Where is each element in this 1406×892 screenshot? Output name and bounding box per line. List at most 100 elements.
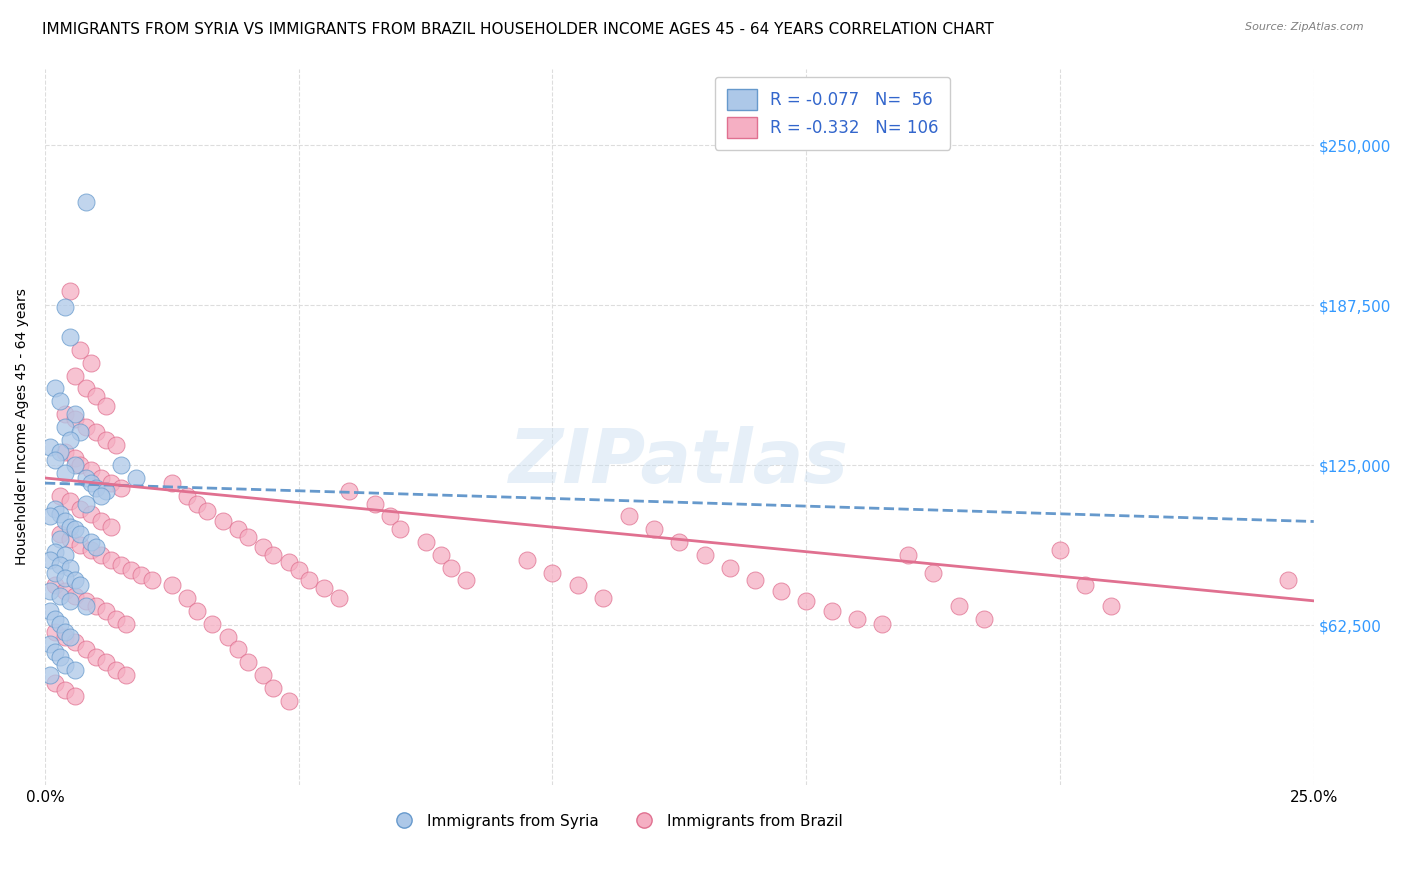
Point: [44, 612, 66, 626]
Point: [252, 668, 274, 682]
Point: [90, 471, 112, 485]
Point: [65, 689, 87, 703]
Point: [75, 471, 97, 485]
Point: [39, 604, 62, 618]
Point: [59, 330, 82, 344]
Point: [84, 599, 107, 613]
Point: [872, 616, 894, 631]
Point: [49, 589, 72, 603]
Point: [252, 540, 274, 554]
Point: [195, 504, 218, 518]
Point: [846, 612, 869, 626]
Point: [44, 624, 66, 639]
Point: [226, 642, 249, 657]
Point: [49, 533, 72, 547]
Point: [820, 604, 842, 618]
Point: [49, 445, 72, 459]
Point: [49, 616, 72, 631]
Point: [65, 407, 87, 421]
Point: [75, 419, 97, 434]
Point: [53, 407, 76, 421]
Point: [84, 540, 107, 554]
Point: [39, 509, 62, 524]
Point: [541, 566, 564, 580]
Point: [75, 642, 97, 657]
Point: [53, 548, 76, 562]
Point: [44, 501, 66, 516]
Point: [897, 548, 920, 562]
Point: [160, 578, 183, 592]
Point: [65, 458, 87, 473]
Point: [75, 381, 97, 395]
Point: [65, 663, 87, 677]
Point: [668, 535, 690, 549]
Point: [440, 560, 463, 574]
Point: [69, 501, 91, 516]
Point: [79, 463, 101, 477]
Point: [53, 624, 76, 639]
Point: [59, 284, 82, 298]
Point: [298, 574, 321, 588]
Point: [79, 476, 101, 491]
Point: [1099, 599, 1122, 613]
Point: [49, 650, 72, 665]
Point: [364, 497, 387, 511]
Point: [389, 522, 412, 536]
Point: [49, 558, 72, 572]
Point: [59, 594, 82, 608]
Point: [94, 433, 117, 447]
Point: [110, 458, 132, 473]
Point: [262, 548, 284, 562]
Point: [430, 548, 453, 562]
Point: [53, 445, 76, 459]
Point: [53, 571, 76, 585]
Point: [456, 574, 478, 588]
Point: [79, 356, 101, 370]
Point: [84, 389, 107, 403]
Point: [79, 507, 101, 521]
Point: [79, 535, 101, 549]
Point: [115, 668, 138, 682]
Point: [120, 563, 142, 577]
Point: [277, 693, 299, 707]
Point: [65, 522, 87, 536]
Point: [53, 419, 76, 434]
Point: [693, 548, 716, 562]
Point: [69, 425, 91, 439]
Point: [65, 634, 87, 648]
Text: Source: ZipAtlas.com: Source: ZipAtlas.com: [1246, 22, 1364, 32]
Point: [44, 566, 66, 580]
Point: [69, 458, 91, 473]
Point: [100, 553, 122, 567]
Point: [617, 509, 640, 524]
Point: [44, 453, 66, 467]
Point: [59, 560, 82, 574]
Text: IMMIGRANTS FROM SYRIA VS IMMIGRANTS FROM BRAZIL HOUSEHOLDER INCOME AGES 45 - 64 : IMMIGRANTS FROM SYRIA VS IMMIGRANTS FROM…: [42, 22, 994, 37]
Point: [69, 343, 91, 357]
Point: [287, 563, 309, 577]
Point: [59, 433, 82, 447]
Point: [328, 591, 350, 606]
Point: [49, 394, 72, 409]
Point: [65, 412, 87, 426]
Point: [65, 368, 87, 383]
Point: [94, 483, 117, 498]
Point: [339, 483, 361, 498]
Y-axis label: Householder Income Ages 45 - 64 years: Householder Income Ages 45 - 64 years: [15, 288, 30, 566]
Point: [53, 300, 76, 314]
Legend: Immigrants from Syria, Immigrants from Brazil: Immigrants from Syria, Immigrants from B…: [382, 807, 849, 835]
Point: [84, 650, 107, 665]
Point: [53, 583, 76, 598]
Point: [59, 533, 82, 547]
Point: [141, 574, 163, 588]
Point: [59, 519, 82, 533]
Point: [39, 668, 62, 682]
Point: [53, 657, 76, 672]
Point: [69, 537, 91, 551]
Point: [567, 578, 589, 592]
Point: [44, 545, 66, 559]
Point: [65, 589, 87, 603]
Point: [75, 599, 97, 613]
Point: [94, 604, 117, 618]
Point: [49, 489, 72, 503]
